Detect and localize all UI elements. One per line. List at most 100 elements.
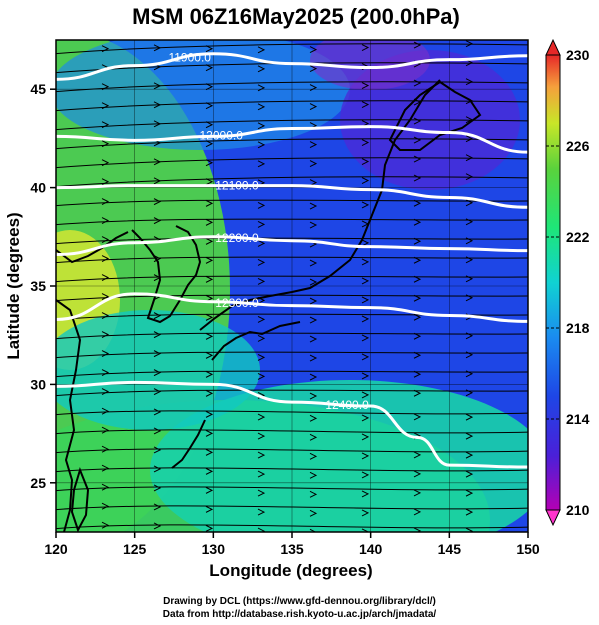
stream-arrow [101,426,110,434]
stream-arrow [309,392,318,400]
streamline [56,505,528,511]
stream-arrow [361,177,370,185]
stream-arrow [465,237,474,245]
stream-arrow [257,201,266,209]
stream-arrow [465,154,474,162]
stream-arrow [465,116,474,124]
stream-arrow [361,372,370,380]
stream-arrow [465,389,474,397]
stream-arrow [153,120,162,128]
stream-arrow [205,218,214,226]
stream-arrow [309,46,318,54]
stream-arrow [257,413,266,421]
stream-arrow [361,44,370,52]
stream-arrow [205,524,214,532]
stream-arrow [309,278,318,286]
stream-arrow [465,527,474,532]
stream-arrow [205,332,214,340]
contour-label: 12400.0 [325,398,369,412]
x-tick-label: 120 [44,541,68,557]
stream-arrow [101,198,110,205]
stream-arrow [205,275,214,283]
x-axis-ticks: 120 125 130 135 140 145 150 [44,532,540,557]
stream-arrow [413,527,422,532]
stream-arrow [413,98,422,106]
stream-arrow [101,140,110,148]
colorbar-bar [545,54,561,511]
colorbar-ticks: 230 226 222 218 214 210 [546,47,590,518]
stream-arrow [101,255,110,262]
stream-arrow [153,427,162,435]
y-tick-label: 40 [30,180,46,196]
stream-arrow [413,451,422,459]
y-axis-ticks: 25 30 35 40 45 [30,81,56,491]
x-axis-label: Longitude (degrees) [209,561,372,580]
stream-arrow [361,353,370,361]
stream-arrow [101,331,110,338]
stream-arrow [309,160,318,168]
y-tick-label: 45 [30,81,46,97]
stream-arrow [413,199,422,207]
stream-arrow [413,155,422,163]
stream-arrow [361,490,370,498]
stream-arrow [309,141,318,149]
stream-arrow [309,335,318,343]
x-tick-label: 135 [280,541,304,557]
stream-arrow [309,452,318,460]
stream-arrow [101,369,110,376]
temperature-field [56,40,528,532]
contour-line [56,235,528,257]
stream-arrow [101,102,110,110]
plot-area: 11900.0 12000.0 12100.0 12200.0 12300.0 12400… [56,40,528,532]
stream-arrow [413,370,422,378]
credit-data: Data from http://database.rish.kyoto-u.a… [162,609,437,620]
stream-arrow [257,141,266,149]
contour-label: 12000.0 [200,129,244,143]
stream-arrow [205,178,214,186]
contour-line [56,184,528,209]
stream-arrow [465,78,474,86]
stream-arrow [101,178,110,186]
stream-arrow [465,351,474,359]
streamline [56,524,528,530]
map-title: MSM 06Z16May2025 (200.0hPa) [132,4,460,29]
stream-arrow [153,198,162,206]
stream-arrow [361,139,370,147]
stream-arrow [101,350,110,357]
contour-line [56,52,528,81]
coastline-taiwan [70,466,90,532]
stream-arrow [361,315,370,323]
stream-arrow [257,508,266,516]
x-tick-label: 130 [202,541,226,557]
stream-arrow [361,471,370,479]
stream-arrow [101,312,110,319]
x-tick-label: 140 [359,541,383,557]
stream-arrow [413,489,422,497]
credit-drawing: Drawing by DCL (https://www.gfd-dennou.o… [163,596,436,607]
stream-arrow [205,121,214,129]
stream-arrow [257,160,266,168]
stream-arrow [309,414,318,422]
streamline [56,486,528,492]
stream-arrow [465,332,474,340]
stream-arrow [257,46,266,54]
stream-arrow [257,432,266,440]
y-tick-label: 35 [30,278,46,294]
stream-arrow [205,159,214,167]
stream-arrow [413,256,422,264]
stream-arrow [153,177,162,185]
stream-arrow [413,41,422,49]
stream-arrow [257,353,266,361]
field-patch [310,40,430,90]
stream-arrow [205,429,214,437]
stream-arrow [153,503,162,511]
stream-arrow [413,351,422,359]
stream-arrow [361,258,370,266]
colorbar-tick-label: 222 [566,229,590,245]
stream-arrow [101,159,110,167]
stream-arrow [309,528,317,532]
stream-arrow [413,332,422,340]
stream-arrow [257,84,266,92]
stream-arrow [413,508,422,516]
